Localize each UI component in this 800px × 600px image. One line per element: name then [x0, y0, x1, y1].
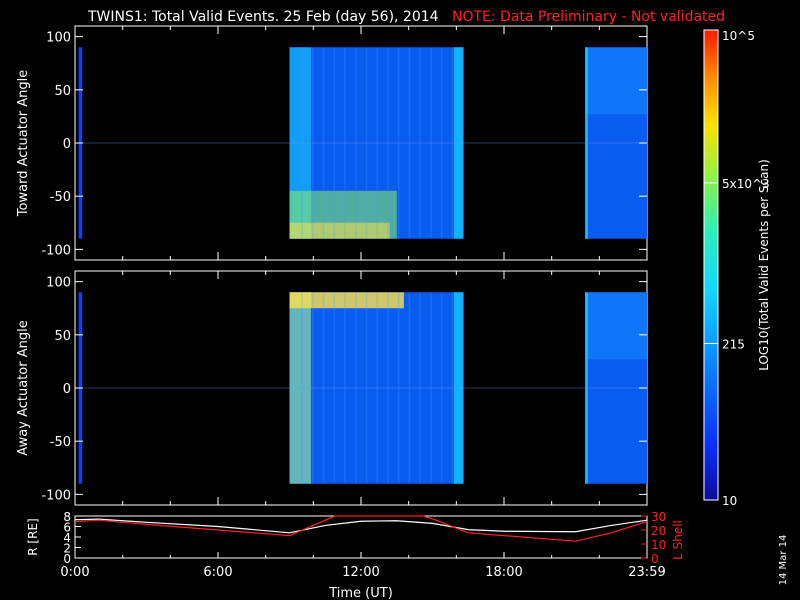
heatmap-cell: [585, 292, 647, 360]
y-axis-label: Toward Actuator Angle: [16, 70, 31, 217]
r-tick-label: 6: [63, 521, 71, 535]
heatmap-cell: [289, 292, 404, 309]
y-tick-label: 100: [46, 276, 71, 291]
x-tick-label: 0:00: [60, 565, 89, 580]
heatmap-streak: [430, 47, 432, 239]
r-axis-label: R [RE]: [26, 518, 40, 555]
y-tick-label: 100: [46, 31, 71, 46]
lshell-tick-label: 30: [651, 510, 666, 524]
heatmap-streak: [387, 292, 389, 484]
y-tick-label: 50: [54, 84, 71, 99]
y-tick-label: -100: [41, 488, 71, 503]
heatmap-streak: [312, 292, 314, 484]
heatmap-streak: [355, 292, 357, 484]
heatmap-streak: [322, 47, 325, 239]
heatmap-streak: [301, 47, 303, 239]
heatmap-streak: [344, 47, 346, 239]
heatmap-cell: [453, 47, 464, 239]
lshell-tick-label: 20: [651, 524, 666, 538]
heatmap-streak: [451, 47, 454, 239]
heatmap-cell: [289, 292, 311, 484]
r-tick-label: 2: [63, 542, 71, 556]
heatmap-streak: [419, 292, 421, 484]
heatmap-streak: [440, 47, 443, 239]
heatmap-streak: [301, 292, 303, 484]
colorbar-tick-label: 215: [722, 337, 745, 351]
heatmap-streak: [387, 47, 389, 239]
heatmap-streak: [397, 292, 400, 484]
chart-title: TWINS1: Total Valid Events. 25 Feb (day …: [87, 9, 439, 25]
heatmap-streak: [440, 292, 443, 484]
heatmap-streak: [430, 292, 432, 484]
y-tick-label: 0: [63, 137, 71, 152]
colorbar-ticks: 10 215 5x10^3 10^5: [704, 29, 770, 508]
heatmap-cell: [289, 292, 311, 484]
heatmap-streak: [333, 292, 336, 484]
heatmap-streak: [408, 47, 411, 239]
heatmap-streak: [312, 47, 314, 239]
x-tick-label: 23:59: [628, 565, 665, 580]
heatmap-streak: [408, 292, 411, 484]
heatmap-streak: [376, 292, 378, 484]
y-axis: 100 50 0 -50 -100: [41, 26, 648, 260]
y-tick-label: 0: [63, 382, 71, 397]
heatmap-streak: [462, 292, 464, 484]
heatmap-streak: [365, 47, 368, 239]
date-stamp: 14 Mar 14: [778, 535, 789, 586]
heatmap-streak: [451, 292, 454, 484]
y-axis: 100 50 0 -50 -100: [41, 271, 648, 505]
r-series-line: [74, 518, 648, 534]
colorbar-tick-label: 10: [722, 494, 737, 508]
heatmap-streak: [333, 47, 336, 239]
heatmap-streak: [376, 47, 378, 239]
y-axis-label: Away Actuator Angle: [16, 320, 31, 455]
r-tick-label: 8: [63, 510, 71, 524]
heatmap-streak: [344, 292, 346, 484]
lshell-tick-label: 0: [651, 552, 659, 566]
away-angle-panel: 100 50 0 -50 -100 Away Actuator Angle: [16, 270, 648, 506]
panel-frame: [74, 515, 648, 559]
r-tick-label: 0: [63, 552, 71, 566]
r-tick-label: 4: [63, 531, 71, 545]
heatmap-cell: [289, 222, 390, 239]
colorbar-tick-label: 10^5: [722, 29, 755, 43]
x-tick-label: 18:00: [485, 565, 522, 580]
heatmap-streak: [365, 292, 368, 484]
toward-angle-panel: 100 50 0 -50 -100 Toward Actuator Angle: [16, 25, 648, 261]
heatmap-cell: [453, 292, 464, 484]
lshell-axis-label: L Shell: [671, 520, 685, 560]
y-tick-label: -100: [41, 243, 71, 258]
colorbar-gradient: [703, 29, 719, 501]
heatmap-cell: [585, 47, 647, 115]
heatmap-cell: [289, 47, 311, 239]
preliminary-note: NOTE: Data Preliminary - Not validated: [452, 9, 725, 25]
heatmap-data: [75, 47, 647, 239]
heatmap-streak: [419, 47, 421, 239]
lshell-tick-label: 10: [651, 538, 666, 552]
y-tick-label: -50: [50, 435, 71, 450]
heatmap-block: [289, 292, 464, 484]
heatmap-streak: [397, 47, 400, 239]
heatmap-streak: [322, 292, 325, 484]
heatmap-cell: [585, 47, 589, 239]
colorbar-label: LOG10(Total Valid Events per Scan): [757, 159, 771, 371]
colorbar: 10 215 5x10^3 10^5 LOG10(Total Valid Events…: [703, 29, 771, 508]
orbit-lines: [74, 515, 648, 542]
x-tick-label: 12:00: [342, 565, 379, 580]
heatmap-cell: [585, 292, 589, 484]
colorbar-tick-label: 5x10^3: [722, 177, 770, 191]
y-tick-label: -50: [50, 190, 71, 205]
x-axis-label: Time (UT): [328, 586, 393, 600]
heatmap-streak: [355, 47, 357, 239]
x-tick-label: 6:00: [203, 565, 232, 580]
y-tick-label: 50: [54, 329, 71, 344]
heatmap-streak: [462, 47, 464, 239]
lshell-series-line: [74, 515, 648, 542]
